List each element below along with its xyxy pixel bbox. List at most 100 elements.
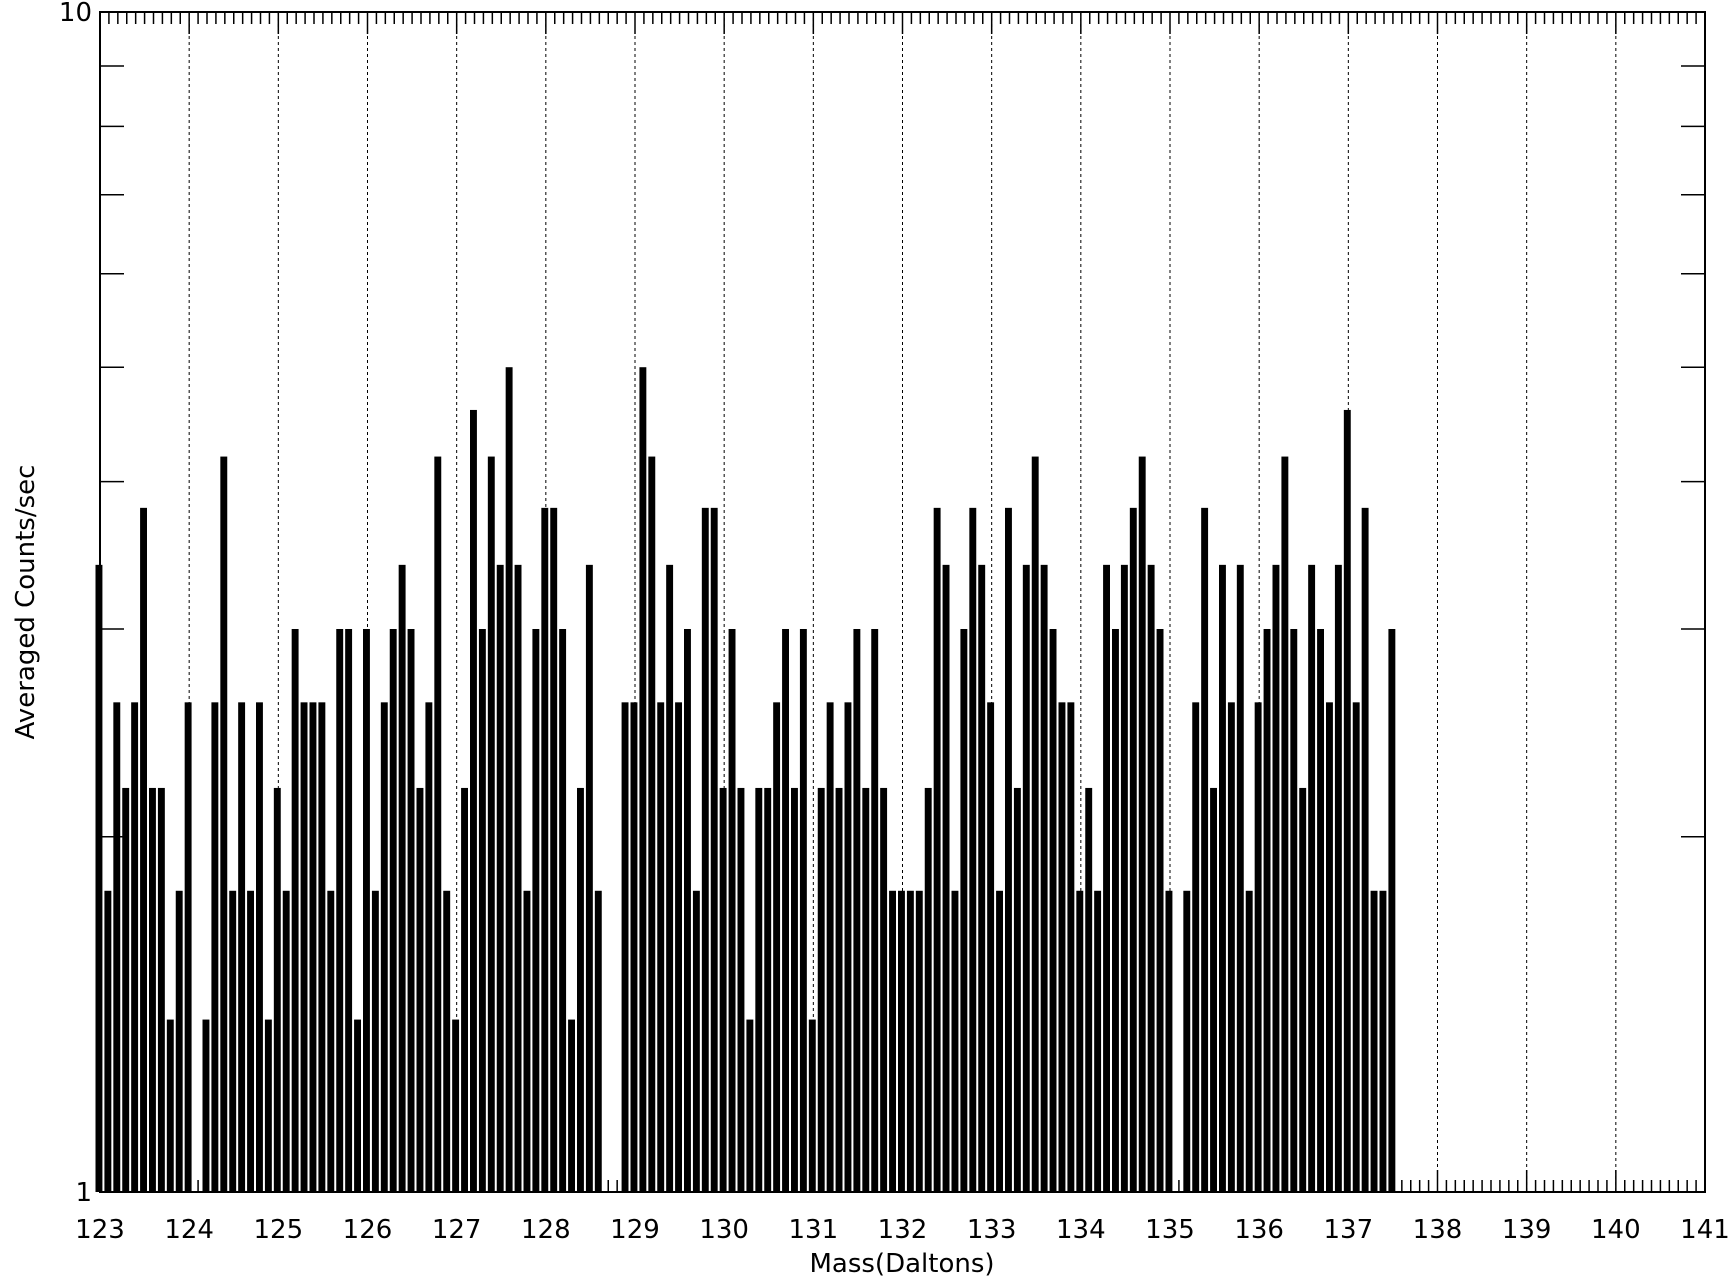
bar <box>1031 456 1039 1193</box>
bar <box>461 787 468 1192</box>
bar <box>282 890 290 1192</box>
bar <box>1245 890 1253 1192</box>
y-axis-label: Averaged Counts/sec <box>11 465 41 740</box>
bar <box>1156 628 1164 1192</box>
x-tick-label: 123 <box>75 1215 125 1245</box>
bar <box>327 890 335 1192</box>
bar <box>960 628 968 1192</box>
bar <box>345 628 353 1192</box>
x-tick-labels: 123 124 125 126 127 128 129 130 131 132 133 134 135 1… <box>75 1215 1730 1245</box>
bar <box>817 787 825 1192</box>
bar <box>425 702 433 1192</box>
bar <box>336 628 344 1192</box>
bar <box>371 890 379 1192</box>
y-tick-labels: 1 10 <box>59 0 92 1208</box>
bar <box>1094 890 1102 1192</box>
bar <box>104 890 112 1192</box>
bar <box>594 890 602 1192</box>
bar <box>1308 564 1316 1192</box>
x-tick-label: 135 <box>1145 1215 1195 1245</box>
bar <box>755 787 763 1192</box>
bar <box>247 890 254 1192</box>
bar <box>782 628 789 1192</box>
bar <box>478 628 486 1192</box>
bar <box>354 1019 361 1192</box>
x-tick-label: 137 <box>1324 1215 1374 1245</box>
tick-marks <box>99 12 1706 1192</box>
bar <box>318 702 326 1192</box>
bar <box>996 890 1003 1192</box>
bar <box>648 456 656 1193</box>
bar <box>1236 564 1244 1192</box>
bar <box>987 702 995 1192</box>
bar <box>95 564 103 1192</box>
bar <box>1049 628 1057 1192</box>
bar <box>496 564 504 1192</box>
bar <box>309 702 317 1192</box>
bar <box>835 787 843 1192</box>
bar <box>719 787 727 1192</box>
bar <box>175 890 183 1192</box>
bar <box>915 890 923 1192</box>
bar <box>675 702 682 1192</box>
bar <box>389 628 397 1192</box>
bar <box>452 1019 460 1192</box>
bar <box>157 787 165 1192</box>
bar <box>1067 702 1075 1192</box>
bar <box>407 628 415 1192</box>
bar <box>1326 702 1333 1192</box>
bar <box>1281 456 1289 1193</box>
bar <box>1201 507 1209 1192</box>
bar <box>889 890 896 1192</box>
bar <box>728 628 736 1192</box>
bar <box>416 787 424 1192</box>
bar <box>264 1019 272 1192</box>
bar <box>505 367 513 1192</box>
bar <box>166 1019 174 1192</box>
bar <box>1227 702 1235 1192</box>
bar <box>559 628 567 1192</box>
bar <box>1263 628 1271 1192</box>
bar <box>487 456 495 1193</box>
bar <box>256 702 263 1192</box>
bar <box>291 628 299 1192</box>
bar <box>826 702 834 1192</box>
bar <box>808 1019 816 1192</box>
bar <box>273 787 281 1192</box>
bar <box>550 507 558 1192</box>
y-tick-label: 1 <box>75 1178 92 1208</box>
bar <box>434 456 442 1193</box>
bar <box>577 787 584 1192</box>
x-tick-label: 140 <box>1591 1215 1641 1245</box>
bar <box>764 787 772 1192</box>
bar <box>978 564 986 1192</box>
bar <box>692 890 700 1192</box>
x-tick-label: 128 <box>521 1215 571 1245</box>
x-tick-label: 125 <box>254 1215 304 1245</box>
bar <box>880 787 888 1192</box>
bar <box>202 1019 210 1192</box>
bar <box>532 628 540 1192</box>
bar <box>1058 702 1066 1192</box>
bar <box>1013 787 1021 1192</box>
bar <box>1379 890 1387 1192</box>
x-tick-label: 126 <box>343 1215 393 1245</box>
bar-series <box>95 367 1396 1193</box>
bar <box>1317 628 1324 1192</box>
bar <box>1112 628 1119 1192</box>
x-tick-label: 127 <box>432 1215 482 1245</box>
bar <box>710 507 718 1192</box>
bar <box>122 787 130 1192</box>
bar <box>398 564 406 1192</box>
bar <box>541 507 549 1192</box>
x-tick-label: 129 <box>610 1215 660 1245</box>
y-tick-label: 10 <box>59 0 92 28</box>
x-tick-label: 136 <box>1234 1215 1284 1245</box>
bar <box>773 702 781 1192</box>
x-tick-label: 124 <box>164 1215 214 1245</box>
bar <box>1040 564 1048 1192</box>
bar <box>924 787 932 1192</box>
bar <box>666 564 674 1192</box>
bar <box>621 702 629 1192</box>
